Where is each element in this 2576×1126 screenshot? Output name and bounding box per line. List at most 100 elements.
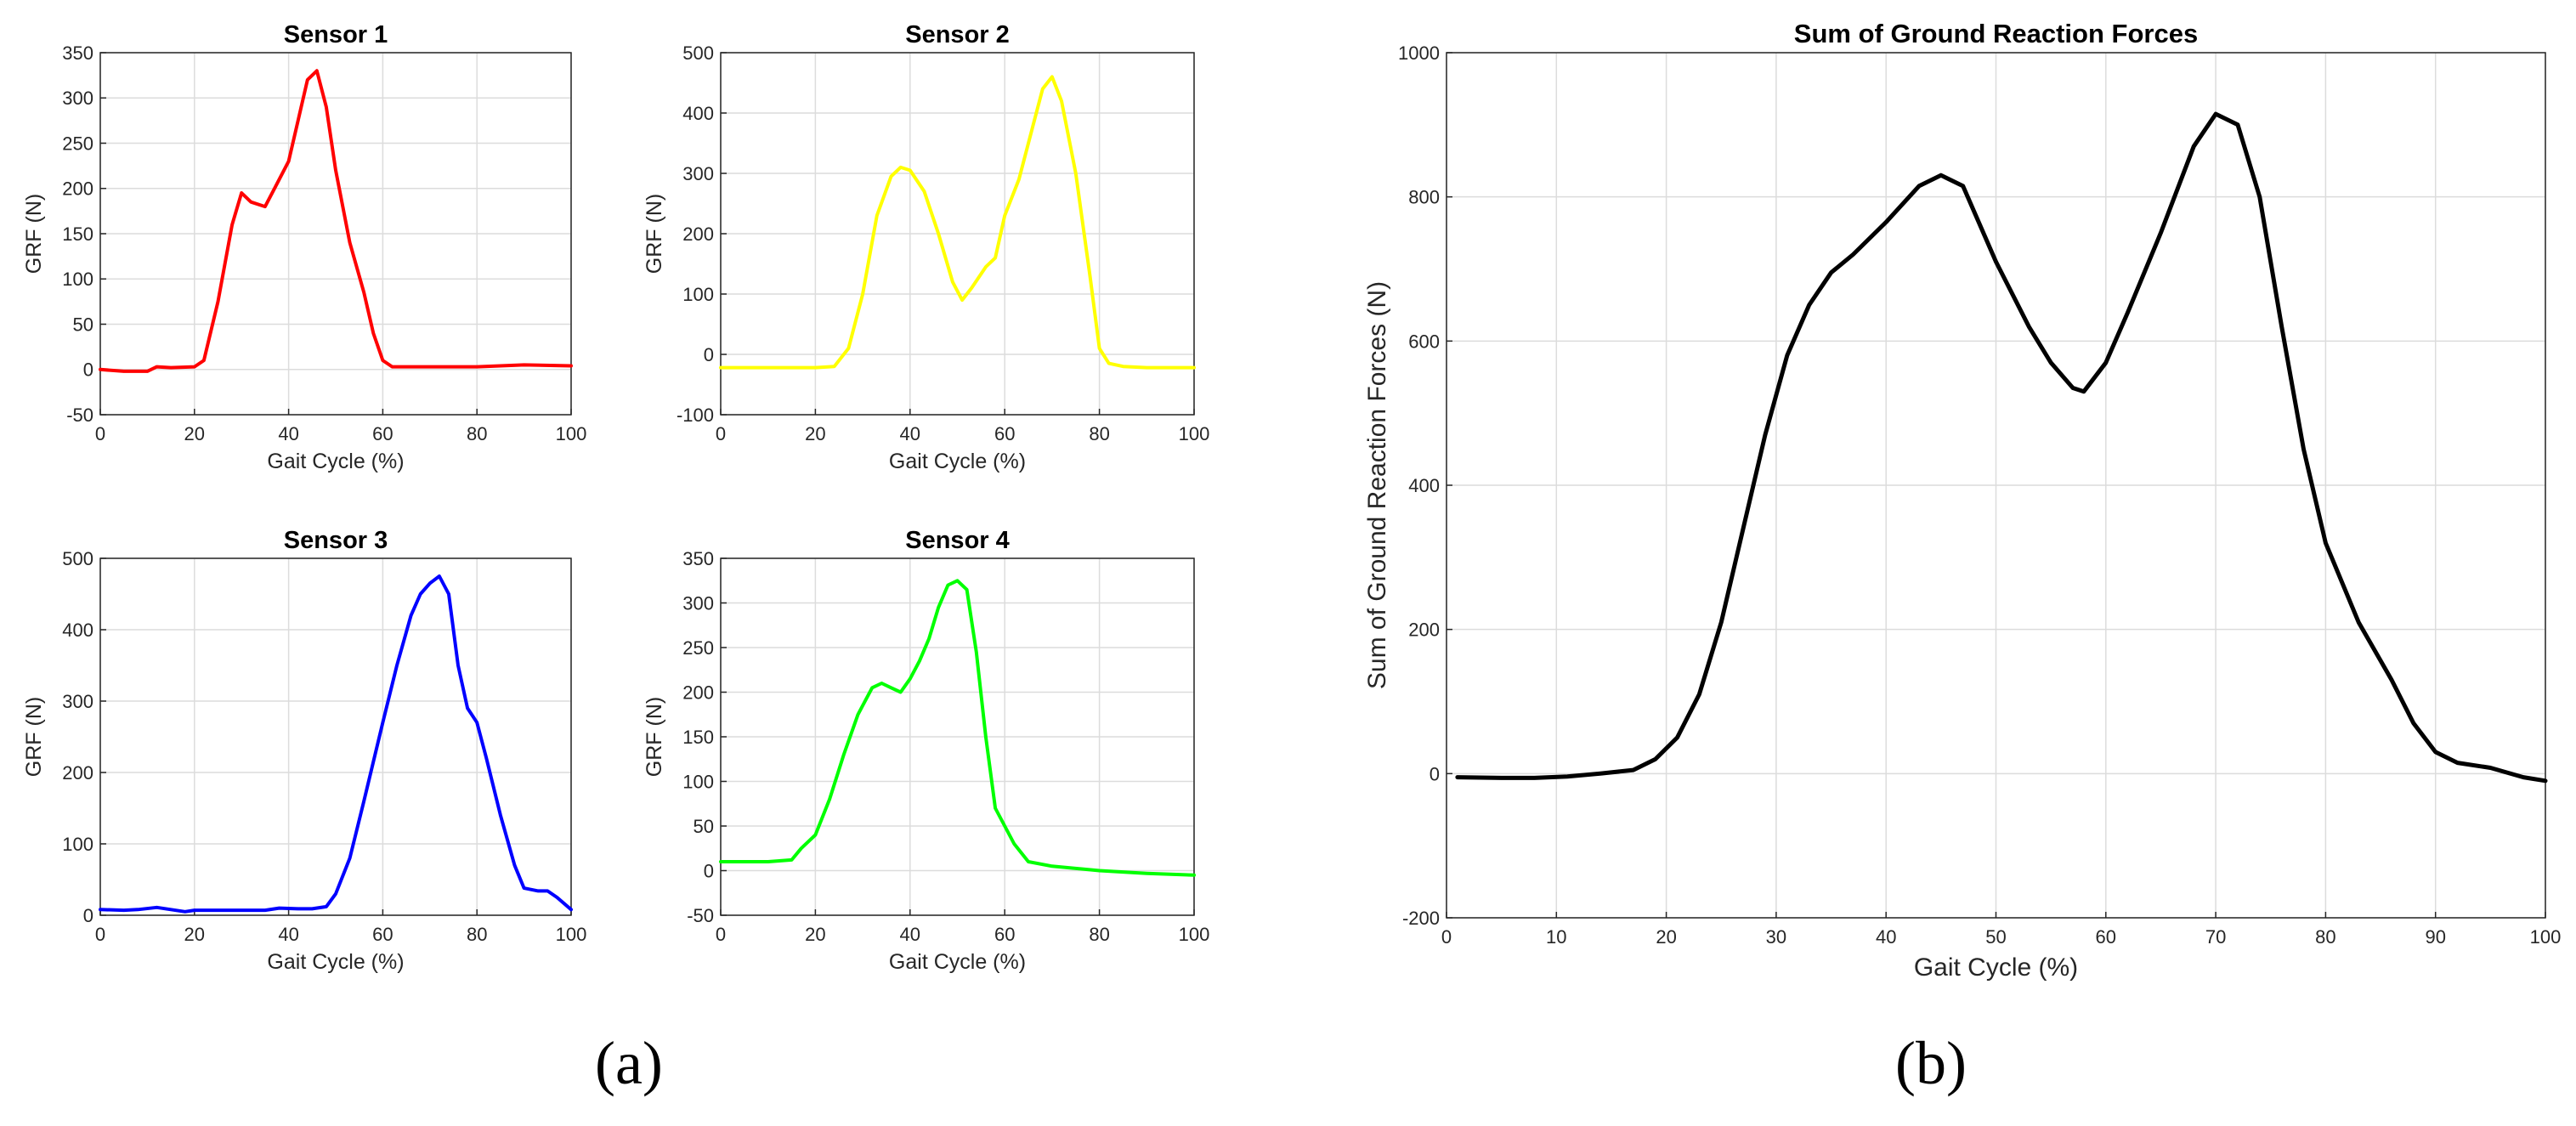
x-tick-label: 60	[994, 924, 1015, 945]
data-line	[719, 75, 1196, 370]
y-tick-label: 100	[682, 771, 714, 792]
y-tick-label: 1000	[1398, 42, 1440, 64]
y-tick-label: 400	[1408, 475, 1440, 496]
x-tick-label: 70	[2205, 926, 2226, 948]
x-axis-label: Gait Cycle (%)	[1914, 953, 2078, 982]
chart-title: Sensor 3	[284, 527, 388, 554]
chart-4: 0 20 40 60 80 100-50050100150200250300350Sens…	[643, 527, 1209, 974]
y-tick-label: 300	[62, 691, 93, 712]
x-tick-label: 90	[2425, 926, 2445, 948]
y-tick-label: 300	[682, 163, 714, 184]
x-tick-label: 40	[900, 924, 920, 945]
x-tick-label: 80	[2315, 926, 2335, 948]
panel-b-caption: (b)	[1895, 1029, 1967, 1097]
y-axis-label: GRF (N)	[643, 697, 666, 777]
x-tick-label: 80	[1089, 423, 1109, 444]
y-tick-label: 100	[682, 284, 714, 305]
x-tick-label: 20	[1656, 926, 1676, 948]
y-tick-label: 350	[682, 548, 714, 569]
chart-3: 0 20 40 60 80 100 0 100 200 300 400 500 Sensor 3 Gait…	[22, 527, 586, 974]
x-tick-label: 80	[467, 924, 487, 945]
y-axis-label: GRF (N)	[643, 194, 666, 274]
y-tick-label: 200	[1408, 620, 1440, 641]
y-tick-label: 250	[62, 133, 93, 154]
y-tick-label: 200	[682, 682, 714, 703]
y-tick-label: 600	[1408, 331, 1440, 352]
x-tick-label: 40	[278, 423, 298, 444]
x-tick-label: 20	[184, 423, 205, 444]
x-axis-label: Gait Cycle (%)	[889, 950, 1026, 974]
data-line	[1455, 111, 2548, 784]
x-tick-label: 60	[372, 924, 393, 945]
x-tick-label: 100	[556, 423, 587, 444]
y-axis-label: Sum of Ground Reaction Forces (N)	[1363, 281, 1391, 689]
y-tick-label: 100	[62, 834, 93, 855]
x-axis-label: Gait Cycle (%)	[267, 450, 404, 473]
y-tick-label: -200	[1402, 908, 1440, 929]
y-tick-label: 150	[62, 224, 93, 245]
y-tick-label: -50	[66, 405, 93, 426]
x-tick-label: 30	[1766, 926, 1786, 948]
x-tick-label: 60	[372, 423, 393, 444]
y-tick-label: 800	[1408, 187, 1440, 208]
x-tick-label: 0	[716, 423, 726, 444]
x-tick-label: 60	[994, 423, 1015, 444]
x-tick-label: 100	[1179, 924, 1210, 945]
x-tick-label: 60	[2096, 926, 2116, 948]
y-tick-label: 0	[704, 860, 714, 881]
x-tick-label: 0	[95, 423, 105, 444]
chart-1: 0 20 40 60 80 100-50050100150200250300350Sens…	[22, 21, 586, 473]
x-tick-label: 20	[805, 423, 825, 444]
y-tick-label: 500	[682, 42, 714, 64]
y-axis-label: GRF (N)	[22, 697, 46, 777]
chart-title: Sensor 2	[905, 21, 1010, 48]
y-tick-label: 0	[83, 359, 93, 381]
x-tick-label: 100	[1179, 423, 1210, 444]
y-tick-label: -100	[677, 405, 714, 426]
axes-box	[99, 557, 572, 916]
x-tick-label: 100	[2530, 926, 2562, 948]
y-tick-label: 350	[62, 42, 93, 64]
y-tick-label: -50	[687, 905, 714, 926]
y-tick-label: 150	[682, 727, 714, 748]
x-tick-label: 40	[1876, 926, 1896, 948]
y-tick-label: 100	[62, 269, 93, 290]
chart-title: Sensor 4	[905, 527, 1010, 554]
x-tick-label: 80	[467, 423, 487, 444]
x-tick-label: 0	[716, 924, 726, 945]
y-tick-label: 200	[62, 762, 93, 784]
y-tick-label: 0	[704, 344, 714, 365]
x-tick-label: 40	[900, 423, 920, 444]
x-tick-label: 40	[278, 924, 298, 945]
x-tick-label: 0	[95, 924, 105, 945]
y-tick-label: 500	[62, 548, 93, 569]
x-tick-label: 80	[1089, 924, 1109, 945]
chart-title: Sensor 1	[284, 21, 388, 48]
y-tick-label: 400	[62, 620, 93, 641]
plot-area	[100, 558, 571, 915]
x-tick-label: 20	[805, 924, 825, 945]
y-tick-label: 50	[73, 314, 93, 335]
x-tick-label: 50	[1985, 926, 2006, 948]
data-line	[99, 69, 573, 373]
x-tick-label: 20	[184, 924, 205, 945]
x-tick-label: 10	[1546, 926, 1566, 948]
data-line	[99, 574, 573, 914]
y-tick-label: 200	[682, 224, 714, 245]
y-tick-label: 250	[682, 637, 714, 659]
x-tick-label: 0	[1441, 926, 1452, 948]
y-tick-label: 300	[682, 592, 714, 614]
x-axis-label: Gait Cycle (%)	[889, 450, 1026, 473]
data-line	[719, 579, 1196, 877]
x-tick-label: 100	[556, 924, 587, 945]
y-tick-label: 0	[83, 905, 93, 926]
panel-a-caption: (a)	[595, 1029, 663, 1097]
y-tick-label: 50	[694, 816, 714, 837]
y-tick-label: 400	[682, 103, 714, 124]
chart-title: Sum of Ground Reaction Forces	[1794, 19, 2198, 48]
chart-5: 0 10 20 30 40 50 60 70 80 90 100-20002004006008001…	[1363, 19, 2561, 982]
y-tick-label: 200	[62, 178, 93, 200]
y-tick-label: 0	[1430, 763, 1440, 784]
